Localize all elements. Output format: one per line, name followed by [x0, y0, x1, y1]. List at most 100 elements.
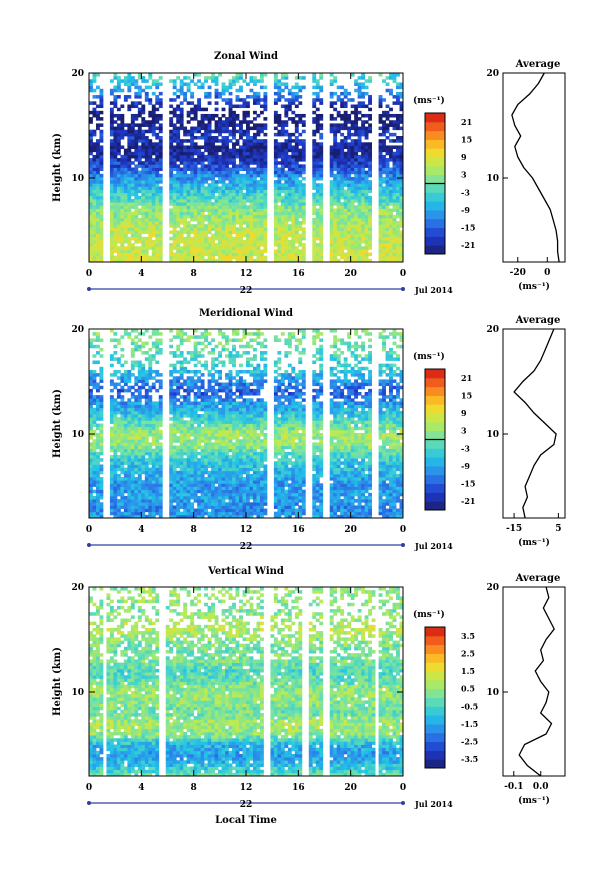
heatmap-cell: [235, 255, 240, 260]
heatmap-cell: [347, 183, 352, 187]
heatmap-cell: [252, 95, 257, 99]
heatmap-cell: [137, 88, 142, 93]
heatmap-cell: [277, 145, 282, 149]
heatmap-cell: [294, 255, 299, 260]
heatmap-cell: [389, 214, 393, 219]
heatmap-cell: [95, 470, 100, 475]
heatmap-cell: [350, 189, 355, 194]
heatmap-cell: [214, 154, 219, 159]
heatmap-cell: [235, 246, 240, 250]
heatmap-cell: [155, 173, 160, 178]
heatmap-cell: [301, 167, 306, 172]
heatmap-cell: [319, 101, 324, 105]
heatmap-cell: [287, 246, 292, 250]
heatmap-cell: [134, 199, 139, 203]
heatmap-cell: [312, 511, 317, 516]
heatmap-cell: [141, 230, 146, 235]
heatmap-cell: [207, 258, 212, 263]
heatmap-cell: [228, 249, 233, 253]
heatmap-cell: [144, 98, 149, 102]
heatmap-cell: [301, 139, 306, 143]
heatmap-cell: [396, 467, 400, 472]
heatmap-cell: [256, 148, 261, 153]
heatmap-cell: [89, 214, 93, 219]
heatmap-cell: [214, 217, 219, 222]
heatmap-cell: [232, 202, 236, 206]
heatmap-cell: [368, 195, 372, 200]
heatmap-cell: [361, 85, 366, 90]
heatmap-cell: [291, 186, 296, 190]
heatmap-cell: [249, 239, 254, 244]
heatmap-cell: [225, 170, 229, 175]
heatmap-cell: [95, 164, 100, 168]
heatmap-cell: [277, 502, 282, 506]
heatmap-cell: [239, 483, 243, 487]
heatmap-cell: [336, 142, 341, 146]
heatmap-cell: [214, 495, 219, 500]
heatmap-cell: [141, 243, 146, 247]
heatmap-cell: [232, 132, 236, 137]
heatmap-cell: [263, 473, 268, 478]
heatmap-cell: [239, 154, 243, 159]
heatmap-cell: [249, 243, 254, 247]
heatmap-cell: [249, 202, 254, 206]
heatmap-cell: [176, 495, 181, 500]
heatmap-cell: [382, 214, 386, 219]
heatmap-cell: [214, 243, 219, 247]
heatmap-cell: [190, 126, 195, 131]
heatmap-cell: [284, 246, 289, 250]
heatmap-cell: [120, 192, 125, 197]
heatmap-cell: [193, 470, 198, 475]
heatmap-cell: [89, 492, 93, 497]
heatmap-cell: [347, 236, 352, 241]
heatmap-cell: [92, 170, 97, 175]
heatmap-cell: [134, 113, 139, 118]
heatmap-cell: [315, 227, 320, 231]
heatmap-cell: [151, 502, 156, 506]
heatmap-cell: [232, 230, 236, 235]
heatmap-cell: [315, 483, 320, 487]
heatmap-cell: [141, 214, 146, 219]
heatmap-cell: [354, 107, 359, 112]
heatmap-cell: [364, 233, 369, 238]
heatmap-cell: [127, 505, 132, 509]
heatmap-cell: [211, 505, 215, 509]
heatmap-cell: [329, 470, 334, 475]
heatmap-cell: [99, 489, 104, 494]
heatmap-cell: [148, 154, 153, 159]
heatmap-cell: [113, 483, 118, 487]
heatmap-cell: [127, 236, 132, 241]
heatmap-cell: [291, 85, 296, 90]
heatmap-cell: [256, 514, 261, 519]
heatmap-cell: [207, 176, 212, 181]
heatmap-cell: [225, 502, 229, 506]
heatmap-cell: [193, 189, 198, 194]
heatmap-cell: [333, 483, 338, 487]
heatmap-cell: [249, 151, 254, 156]
heatmap-cell: [120, 236, 125, 241]
heatmap-cell: [176, 186, 181, 190]
heatmap-cell: [246, 508, 250, 513]
heatmap-cell: [273, 252, 278, 257]
heatmap-cell: [291, 148, 296, 153]
heatmap-cell: [246, 139, 250, 143]
heatmap-cell: [246, 173, 250, 178]
heatmap-cell: [214, 88, 219, 93]
heatmap-cell: [319, 221, 324, 225]
heatmap-cell: [294, 195, 299, 200]
heatmap-cell: [361, 129, 366, 134]
heatmap-cell: [354, 511, 359, 516]
heatmap-cell: [336, 154, 341, 159]
heatmap-cell: [347, 489, 352, 494]
heatmap-cell: [277, 85, 282, 90]
heatmap-cell: [179, 221, 184, 225]
heatmap-cell: [333, 107, 338, 112]
heatmap-cell: [280, 148, 285, 153]
heatmap-cell: [204, 95, 209, 99]
heatmap-cell: [99, 224, 104, 228]
heatmap-cell: [95, 176, 100, 181]
heatmap-cell: [235, 480, 240, 484]
heatmap-cell: [287, 227, 292, 231]
heatmap-cell: [232, 180, 236, 184]
heatmap-cell: [123, 214, 128, 219]
